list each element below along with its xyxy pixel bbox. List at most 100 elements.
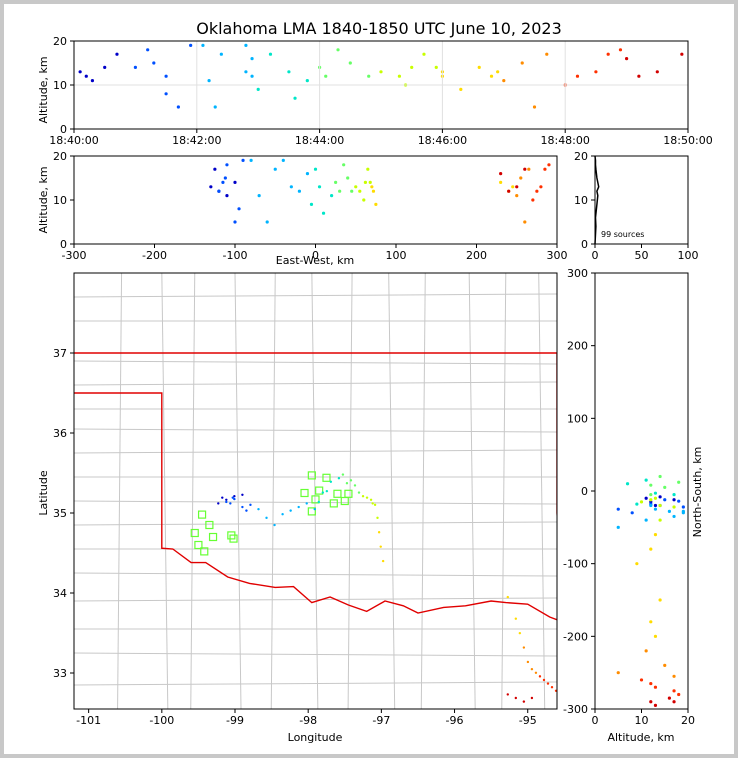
ns-source-16 <box>681 511 685 515</box>
ns-x-ticklabel-1: 10 <box>635 714 649 727</box>
map-x-ticklabel-2: -99 <box>226 714 244 727</box>
histogram-trace <box>594 155 600 245</box>
map-source-13 <box>265 516 268 520</box>
ew-source-15 <box>273 167 277 171</box>
ew-source-14 <box>265 220 269 224</box>
lma-station-0 <box>307 471 316 480</box>
ew-source-0 <box>209 185 213 189</box>
ew-x-ticklabel-4: 100 <box>386 249 407 262</box>
map-source-25 <box>341 473 345 476</box>
ew-source-54 <box>523 167 527 171</box>
time-source-14 <box>213 105 217 109</box>
ns-source-52 <box>649 700 653 704</box>
ns-y-ticklabel-5: 200 <box>567 340 588 353</box>
ew-source-36 <box>370 185 374 189</box>
ew-x-ticklabel-0: -300 <box>62 249 87 262</box>
ew-source-24 <box>330 194 334 198</box>
ew-source-45 <box>527 167 531 171</box>
map-source-49 <box>550 685 554 689</box>
lma-station-5 <box>333 489 342 498</box>
map-source-1 <box>225 498 228 502</box>
ew-source-21 <box>313 167 318 171</box>
ns-source-9 <box>630 511 634 515</box>
map-source-52 <box>514 696 518 700</box>
ns-source-19 <box>667 509 672 513</box>
ns-source-29 <box>649 493 653 497</box>
county-line-v-1 <box>161 273 169 709</box>
time-source-8 <box>164 74 168 78</box>
map-source-51 <box>506 693 509 696</box>
time-source-38 <box>459 87 463 91</box>
map-ylabel: Latitude <box>37 470 50 516</box>
ew-source-16 <box>281 158 285 162</box>
map-source-16 <box>289 509 292 512</box>
ew-source-35 <box>368 180 372 184</box>
map-source-3 <box>241 493 244 496</box>
map-xlabel: Longitude <box>288 731 343 744</box>
ew-source-28 <box>346 176 350 180</box>
ew-source-37 <box>371 189 376 193</box>
time-source-20 <box>256 87 260 91</box>
ns-x-ticklabel-0: 0 <box>592 714 599 727</box>
time-source-15 <box>219 52 223 56</box>
ew-source-38 <box>374 202 378 206</box>
ns-source-35 <box>658 518 662 522</box>
map-source-40 <box>514 617 518 620</box>
ns-source-20 <box>635 502 639 506</box>
time-source-2 <box>90 79 95 83</box>
map-source-32 <box>369 498 373 502</box>
time-x-ticklabel-3: 18:46:00 <box>418 134 467 147</box>
ew-x-ticklabel-3: 0 <box>312 249 319 262</box>
time-source-50 <box>618 48 623 52</box>
map-source-7 <box>231 496 234 499</box>
county-line-h-5 <box>74 428 557 433</box>
map-x-ticklabel-6: -95 <box>519 714 537 727</box>
ns-source-38 <box>635 562 639 566</box>
ns-source-0 <box>653 503 658 508</box>
map-source-12 <box>257 507 260 511</box>
ew-source-20 <box>309 202 314 206</box>
hist-x-ticklabel-2: 100 <box>678 249 699 262</box>
ew-x-ticklabel-2: -100 <box>223 249 248 262</box>
ew-source-5 <box>221 180 225 184</box>
ew-source-42 <box>515 194 519 198</box>
map-layer <box>74 273 557 709</box>
ew-source-31 <box>358 189 362 193</box>
map-source-20 <box>317 500 320 504</box>
ns-source-21 <box>672 493 676 497</box>
time-source-30 <box>379 70 383 74</box>
ns-source-49 <box>672 689 676 693</box>
map-source-11 <box>249 503 252 507</box>
map-source-8 <box>225 500 228 504</box>
time-x-ticklabel-2: 18:44:00 <box>295 134 344 147</box>
time-source-18 <box>250 74 254 78</box>
map-source-47 <box>542 678 546 682</box>
lma-station-1 <box>322 473 331 482</box>
time-source-16 <box>244 43 248 48</box>
ew-x-ticklabel-6: 300 <box>547 249 568 262</box>
hist-y-ticklabel-2: 20 <box>574 150 588 163</box>
time-source-23 <box>293 96 297 100</box>
map-source-53 <box>522 700 526 703</box>
ns-source-30 <box>653 496 658 500</box>
map-source-44 <box>530 667 534 671</box>
ew-source-12 <box>249 158 253 162</box>
map-source-27 <box>349 479 353 482</box>
county-line-h-9 <box>74 521 557 526</box>
ns-source-2 <box>644 496 648 500</box>
ns-source-41 <box>653 634 658 638</box>
county-line-v-9 <box>468 273 476 709</box>
county-line-h-15 <box>74 681 557 686</box>
ns-source-24 <box>644 478 648 482</box>
ew-source-48 <box>539 185 543 189</box>
map-source-34 <box>373 503 377 507</box>
time-x-ticklabel-4: 18:48:00 <box>540 134 589 147</box>
ew-source-30 <box>354 185 358 189</box>
hist-y-ticklabel-1: 10 <box>574 194 588 207</box>
ns-y-ticklabel-3: 0 <box>581 485 588 498</box>
time-source-9 <box>164 92 168 96</box>
county-line-v-5 <box>311 273 319 709</box>
ns-source-17 <box>653 507 658 511</box>
ew-source-23 <box>321 211 326 215</box>
ew-source-46 <box>531 198 535 202</box>
